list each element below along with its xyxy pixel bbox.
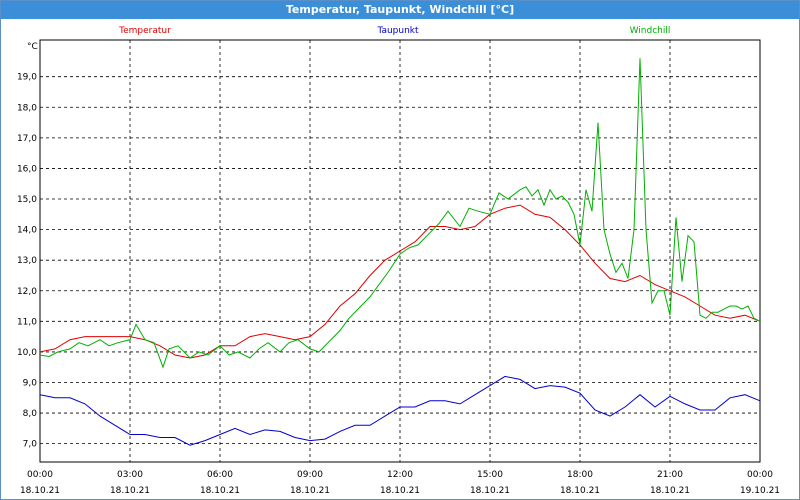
x-tick-time: 21:00	[657, 470, 683, 480]
legend-windchill: Windchill	[630, 26, 671, 36]
y-tick-label: 16,0	[17, 164, 37, 174]
x-tick-date: 18.10.21	[20, 486, 60, 496]
y-tick-label: 9,0	[23, 378, 38, 388]
x-tick-time: 12:00	[387, 470, 413, 480]
x-tick-time: 18:00	[567, 470, 593, 480]
y-tick-label: 14,0	[17, 226, 37, 236]
legend-taupunkt: Taupunkt	[376, 26, 419, 36]
x-axis-ticks: 00:00 18.10.21 03:00 18.10.21 06:00 18.10.21 0…	[20, 470, 780, 496]
window-title: Temperatur, Taupunkt, Windchill [°C]	[1, 1, 799, 19]
legend-temperatur: Temperatur	[118, 26, 171, 36]
y-tick-label: 17,0	[17, 134, 37, 144]
x-tick-time: 15:00	[477, 470, 503, 480]
x-tick-time: 09:00	[297, 470, 323, 480]
y-tick-label: 7,0	[23, 440, 38, 450]
x-tick-date: 18.10.21	[560, 486, 600, 496]
y-axis-label: °C	[27, 42, 38, 52]
x-tick-time: 00:00	[747, 470, 773, 480]
series-lines	[39, 58, 761, 446]
x-tick-date: 18.10.21	[380, 486, 420, 496]
y-tick-label: 12,0	[17, 287, 37, 297]
x-tick-date: 18.10.21	[200, 486, 240, 496]
y-tick-label: 8,0	[23, 409, 38, 419]
x-tick-time: 06:00	[207, 470, 233, 480]
y-tick-label: 15,0	[17, 195, 37, 205]
x-tick-time: 03:00	[117, 470, 143, 480]
y-tick-label: 11,0	[17, 317, 37, 327]
y-axis-ticks: 7,0 8,0 9,0 10,0 11,0 12,0 13,0 14,0 15,0 16,0 17,…	[17, 73, 37, 450]
x-tick-date: 18.10.21	[110, 486, 150, 496]
x-tick-date: 18.10.21	[470, 486, 510, 496]
y-tick-label: 13,0	[17, 256, 37, 266]
x-tick-date: 18.10.21	[650, 486, 690, 496]
y-tick-label: 19,0	[17, 73, 37, 83]
series-line-taupunkt	[39, 375, 761, 446]
series-line-temperatur	[39, 204, 761, 359]
y-tick-label: 10,0	[17, 348, 37, 358]
x-tick-date: 18.10.21	[290, 486, 330, 496]
y-tick-label: 18,0	[17, 103, 37, 113]
x-tick-date: 19.10.21	[740, 486, 780, 496]
x-tick-time: 00:00	[27, 470, 53, 480]
series-line-windchill	[39, 58, 761, 369]
